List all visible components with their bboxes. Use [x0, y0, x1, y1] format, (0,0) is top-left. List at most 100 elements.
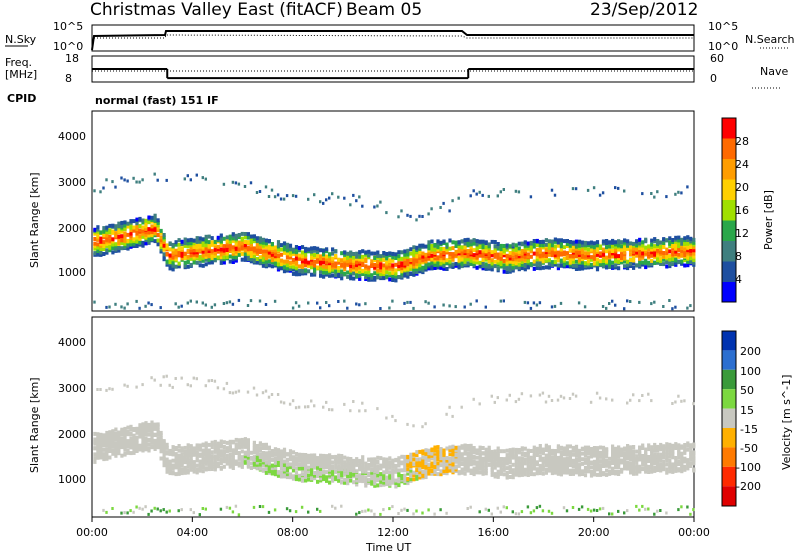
power-cell-303	[168, 241, 172, 246]
power-cell-1156	[385, 252, 389, 256]
vel-cell-1087	[361, 469, 365, 474]
power-cell-247	[153, 217, 157, 222]
power-cell-2048	[614, 263, 618, 268]
vel-cell-1301	[412, 512, 415, 516]
vel-cell-300	[165, 445, 169, 450]
vel-cell-2006	[586, 507, 590, 511]
power-cell-138	[126, 232, 130, 237]
power-cell-1930	[583, 254, 588, 259]
vel-cell-644	[252, 465, 256, 469]
power-cell-2325	[683, 241, 687, 246]
power-cell-384	[189, 237, 193, 242]
vel-cell-123	[123, 446, 127, 451]
vel-cell-1815	[544, 470, 548, 475]
vel-cell-2343	[671, 450, 675, 454]
power-cell-1020	[352, 264, 356, 269]
power-cell-941	[331, 273, 335, 278]
power-cell-187	[138, 224, 142, 228]
vel-cell-1720	[520, 469, 524, 474]
vel-cell-1895	[562, 459, 566, 464]
vel-cell-1344	[424, 463, 428, 468]
power-cell-2081	[620, 240, 624, 245]
vel-cell-212	[144, 429, 148, 434]
vel-cell-1573	[481, 446, 485, 450]
vel-cell-822	[294, 459, 299, 464]
power-cell-842	[304, 258, 308, 263]
power-cell-1722	[529, 262, 533, 267]
vel-cell-624	[243, 437, 247, 442]
power-cell-1147	[385, 270, 389, 275]
vel-cell-2028	[592, 446, 597, 450]
vel-cell-1536	[472, 454, 476, 459]
vel-cell-1982	[583, 473, 588, 478]
power-cell-2354	[689, 236, 693, 241]
power-cell-992	[343, 299, 346, 303]
vel-cell-268	[159, 449, 163, 454]
power-cell-399	[195, 260, 199, 265]
vel-cell-2273	[653, 442, 657, 447]
power-cell-1294	[421, 265, 425, 270]
vel-cell-310	[168, 459, 172, 464]
power-cell-1054	[358, 250, 362, 255]
power-cell-1306	[424, 262, 428, 267]
vel-cell-1739	[523, 451, 527, 456]
power-cell-53	[105, 233, 109, 238]
power-cell-1873	[568, 240, 572, 244]
vel-cell-779	[282, 447, 287, 452]
vel-cell-1387	[433, 445, 437, 450]
vel-cell-2416	[692, 467, 696, 472]
vel-cell-1016	[343, 472, 347, 477]
vel-cell-1264	[403, 507, 406, 511]
power-cell-568	[237, 252, 241, 257]
power-cell-2185	[650, 250, 654, 255]
vel-cell-598	[237, 442, 241, 447]
vel-cell-1630	[496, 446, 500, 451]
vel-cell-2361	[677, 462, 681, 466]
vel-cell-19	[96, 434, 100, 439]
vel-cell-438	[198, 513, 201, 517]
vel-cell-2040	[595, 448, 600, 453]
vel-cell-1493	[463, 471, 467, 476]
power-cell-1081	[367, 273, 371, 278]
vel-cell-1024	[346, 481, 350, 486]
power-cell-643	[255, 246, 259, 251]
power-cell-1421	[451, 199, 454, 203]
vel-cell-647	[252, 457, 256, 462]
vel-cell-1193	[385, 416, 388, 420]
power-cell-1522	[478, 253, 482, 258]
vel-cell-972	[331, 469, 335, 474]
power-cell-142	[126, 302, 129, 306]
power-cell-1731	[529, 306, 533, 310]
power-cell-1677	[517, 257, 521, 262]
vel-cell-405	[192, 464, 196, 468]
vel-cell-1007	[340, 460, 344, 465]
vel-cell-785	[285, 468, 290, 473]
vel-cell-2166	[629, 461, 633, 466]
power-cell-1328	[430, 266, 434, 271]
vel-cell-1337	[421, 425, 424, 429]
power-cell-1372	[439, 251, 443, 256]
power-cell-2162	[644, 258, 648, 263]
vel-cell-908	[316, 468, 320, 473]
power-cell-1786	[544, 242, 548, 247]
vel-cell-632	[246, 451, 250, 456]
vel-cell-2333	[668, 448, 672, 453]
vel-cell-673	[258, 458, 262, 463]
power-cell-1049	[358, 259, 362, 264]
vel-cell-2250	[650, 467, 654, 472]
power-cell-539	[228, 300, 232, 304]
freq-label-line2: [MHz]	[5, 68, 37, 81]
vel-cell-1505	[466, 468, 470, 473]
power-cell-1768	[541, 257, 545, 262]
power-cell-550	[231, 232, 235, 237]
power-cell-1140	[382, 263, 386, 268]
vel-cell-1010	[340, 454, 344, 458]
power-cell-1354	[436, 262, 440, 267]
power-cell-1744	[535, 254, 539, 259]
power-cell-2176	[647, 251, 651, 256]
vel-cell-1307	[415, 468, 419, 472]
vel-cell-2159	[626, 401, 629, 405]
power-panel: Slant Range [km] 4000 3000 2000 1000 28 …	[28, 110, 775, 312]
power-cell-1693	[523, 267, 527, 272]
power-cell-695	[267, 250, 271, 255]
